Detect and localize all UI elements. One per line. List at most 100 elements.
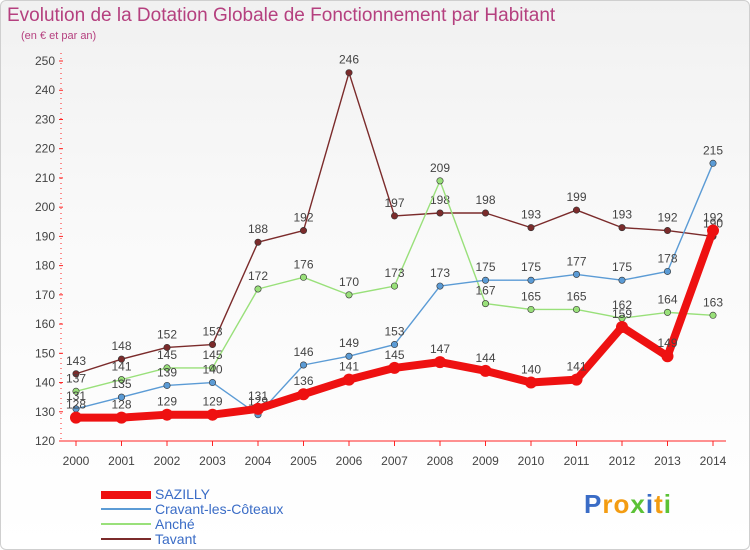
y-tick-label: 150	[35, 346, 55, 360]
data-label-anch-: 162	[612, 298, 632, 312]
data-label-cravant-les-c-teaux: 177	[566, 254, 586, 268]
y-tick-label: 200	[35, 200, 55, 214]
data-label-sazilly: 131	[248, 389, 268, 403]
data-point-sazilly	[343, 373, 355, 386]
data-label-sazilly: 159	[612, 307, 632, 321]
data-point-cravant-les-c-teaux	[618, 276, 626, 284]
legend-swatch-anche	[101, 523, 151, 525]
data-label-cravant-les-c-teaux: 131	[66, 389, 86, 403]
data-label-sazilly: 140	[521, 363, 541, 377]
x-tick-label: 2010	[518, 454, 545, 468]
data-point-sazilly	[479, 364, 492, 377]
data-label-anch-: 137	[66, 371, 86, 385]
data-label-tavant: 198	[475, 193, 495, 207]
data-label-sazilly: 129	[202, 395, 222, 409]
x-tick-label: 2004	[245, 454, 272, 468]
legend-label-sazilly: SAZILLY	[155, 486, 210, 502]
data-label-anch-: 145	[202, 348, 222, 362]
data-label-anch-: 170	[339, 275, 359, 289]
data-label-cravant-les-c-teaux: 140	[202, 363, 222, 377]
y-tick-label: 180	[35, 259, 55, 273]
data-label-anch-: 176	[293, 257, 313, 271]
data-label-sazilly: 128	[111, 398, 131, 412]
data-point-sazilly	[206, 408, 219, 421]
data-label-anch-: 145	[157, 348, 177, 362]
data-point-anch-	[118, 376, 126, 384]
legend-swatch-cravant	[101, 508, 151, 510]
data-label-tavant: 192	[657, 211, 677, 225]
data-label-tavant: 192	[293, 211, 313, 225]
chart-title: Evolution de la Dotation Globale de Fonc…	[7, 5, 556, 26]
data-point-anch-	[163, 364, 171, 372]
data-point-anch-	[209, 364, 217, 372]
data-point-tavant	[436, 209, 444, 217]
data-label-anch-: 172	[248, 269, 268, 283]
data-point-anch-	[254, 285, 262, 293]
data-point-sazilly	[661, 350, 674, 363]
data-point-sazilly	[525, 376, 537, 389]
y-tick-label: 230	[35, 112, 55, 126]
data-label-tavant: 143	[66, 354, 86, 368]
data-point-cravant-les-c-teaux	[572, 270, 580, 278]
data-point-sazilly	[707, 224, 719, 237]
x-tick-label: 2000	[63, 454, 90, 468]
data-point-sazilly	[570, 373, 583, 386]
data-label-sazilly: 128	[66, 398, 86, 412]
y-tick-label: 250	[35, 54, 55, 68]
x-tick-label: 2009	[472, 454, 499, 468]
data-point-anch-	[527, 305, 535, 313]
y-tick-label: 190	[35, 229, 55, 243]
data-point-cravant-les-c-teaux	[390, 341, 398, 349]
data-point-sazilly	[70, 411, 82, 424]
data-label-sazilly: 141	[566, 360, 586, 374]
data-label-anch-: 209	[430, 161, 450, 175]
data-label-sazilly: 145	[384, 348, 404, 362]
x-tick-label: 2013	[654, 454, 681, 468]
y-tick-label: 120	[35, 434, 55, 448]
data-point-tavant	[390, 212, 398, 220]
data-point-cravant-les-c-teaux	[436, 282, 444, 290]
x-tick-label: 2008	[427, 454, 454, 468]
y-tick-label: 140	[35, 376, 55, 390]
data-label-tavant: 153	[202, 325, 222, 339]
data-point-tavant	[663, 227, 671, 235]
legend-label-anche: Anché	[155, 516, 195, 532]
x-tick-label: 2011	[564, 454, 590, 468]
data-label-tavant: 193	[612, 208, 632, 222]
y-tick-label: 160	[35, 317, 55, 331]
y-tick-label: 210	[35, 171, 55, 185]
data-point-tavant	[527, 224, 535, 232]
y-tick-label: 170	[35, 288, 55, 302]
data-label-cravant-les-c-teaux: 135	[111, 377, 131, 391]
data-point-tavant	[618, 224, 626, 232]
data-point-anch-	[390, 282, 398, 290]
data-label-sazilly: 149	[657, 336, 677, 350]
data-label-cravant-les-c-teaux: 153	[384, 325, 404, 339]
legend-swatch-sazilly	[101, 491, 151, 499]
data-label-cravant-les-c-teaux: 215	[703, 143, 723, 157]
data-label-cravant-les-c-teaux: 139	[157, 365, 177, 379]
data-label-tavant: 199	[566, 190, 586, 204]
y-tick-label: 130	[35, 405, 55, 419]
logo-letter: t	[654, 489, 664, 519]
data-label-cravant-les-c-teaux: 178	[657, 251, 677, 265]
data-point-cravant-les-c-teaux	[345, 352, 353, 360]
data-point-cravant-les-c-teaux	[163, 381, 171, 389]
data-label-sazilly: 147	[430, 342, 450, 356]
data-point-sazilly	[252, 402, 264, 415]
data-label-anch-: 165	[566, 289, 586, 303]
x-tick-label: 2007	[381, 454, 408, 468]
data-label-cravant-les-c-teaux: 146	[293, 345, 313, 359]
logo-letter: i	[645, 489, 655, 519]
x-tick-label: 2001	[108, 454, 135, 468]
legend-label-cravant: Cravant-les-Côteaux	[155, 501, 284, 517]
proxiti-logo: Proxiti	[584, 489, 672, 520]
data-point-cravant-les-c-teaux	[481, 276, 489, 284]
logo-letter: P	[584, 489, 603, 519]
x-tick-label: 2005	[290, 454, 317, 468]
data-label-anch-: 173	[384, 266, 404, 280]
data-point-sazilly	[616, 321, 628, 333]
y-tick-label: 220	[35, 142, 55, 156]
data-label-tavant: 148	[111, 339, 131, 353]
